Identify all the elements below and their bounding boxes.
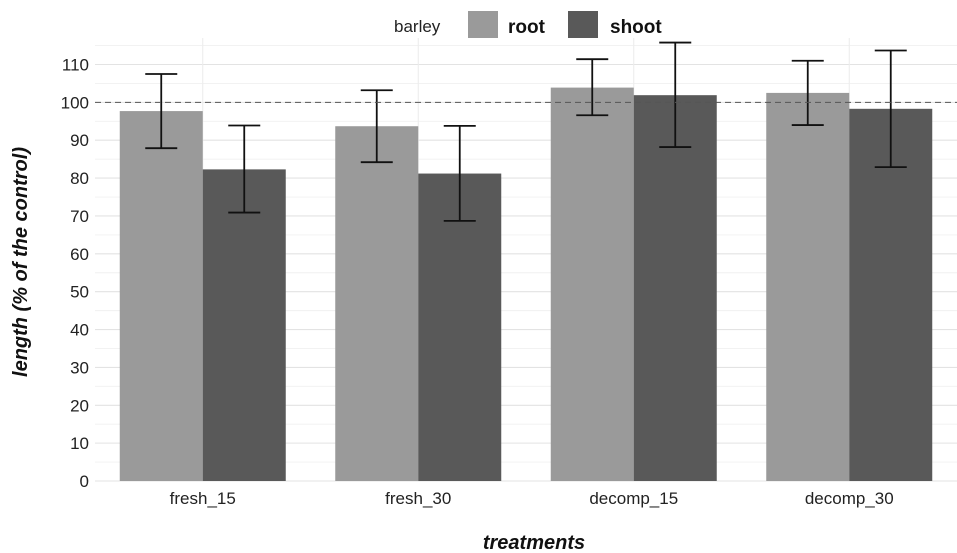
legend-label-shoot: shoot	[610, 17, 662, 38]
x-tick-label: fresh_30	[385, 489, 451, 508]
y-tick-label: 60	[70, 245, 89, 264]
bar-root-decomp_15	[550, 87, 634, 481]
bar-root-decomp_30	[766, 92, 850, 482]
y-tick-label: 30	[70, 358, 89, 377]
error-bar-root-decomp_15	[576, 58, 609, 117]
y-tick-label: 110	[62, 56, 89, 75]
x-axis-ticks: fresh_15 fresh_30 decomp_15 decomp_30	[170, 489, 894, 508]
y-tick-label: 40	[70, 321, 89, 340]
y-axis-ticks: 0 10 20 30 40 50 60 70 80 90 100 110	[61, 56, 89, 491]
error-bar-shoot-decomp_15	[659, 41, 692, 148]
bar-shoot-fresh_30	[418, 173, 502, 482]
x-tick-label: decomp_15	[589, 489, 678, 508]
error-bar-root-fresh_15	[145, 73, 178, 150]
y-tick-label: 20	[70, 396, 89, 415]
y-tick-label: 10	[70, 434, 89, 453]
bar-shoot-fresh_15	[202, 169, 286, 481]
legend-swatch-root	[468, 11, 498, 38]
legend: barley root shoot	[394, 11, 662, 38]
x-tick-label: fresh_15	[170, 489, 236, 508]
bars	[119, 87, 933, 482]
error-bar-root-decomp_30	[791, 59, 824, 126]
y-tick-label: 100	[61, 93, 89, 112]
y-tick-label: 70	[70, 207, 89, 226]
x-axis-title: treatments	[483, 532, 585, 553]
y-tick-label: 50	[70, 283, 89, 302]
error-bars	[145, 41, 907, 222]
bar-shoot-decomp_30	[849, 108, 933, 482]
bar-shoot-decomp_15	[633, 95, 717, 481]
bar-root-fresh_15	[119, 111, 203, 482]
y-tick-label: 90	[70, 131, 89, 150]
legend-label-root: root	[508, 17, 546, 38]
error-bar-shoot-fresh_15	[228, 124, 261, 214]
y-axis-title: length (% of the control)	[10, 147, 32, 377]
error-bar-shoot-fresh_30	[443, 124, 476, 222]
x-tick-label: decomp_30	[805, 489, 894, 508]
bar-root-fresh_30	[335, 126, 419, 481]
error-bar-shoot-decomp_30	[874, 49, 907, 169]
legend-swatch-shoot	[568, 11, 598, 38]
y-tick-label: 0	[80, 472, 89, 491]
y-tick-label: 80	[70, 169, 89, 188]
legend-title: barley	[394, 17, 441, 36]
